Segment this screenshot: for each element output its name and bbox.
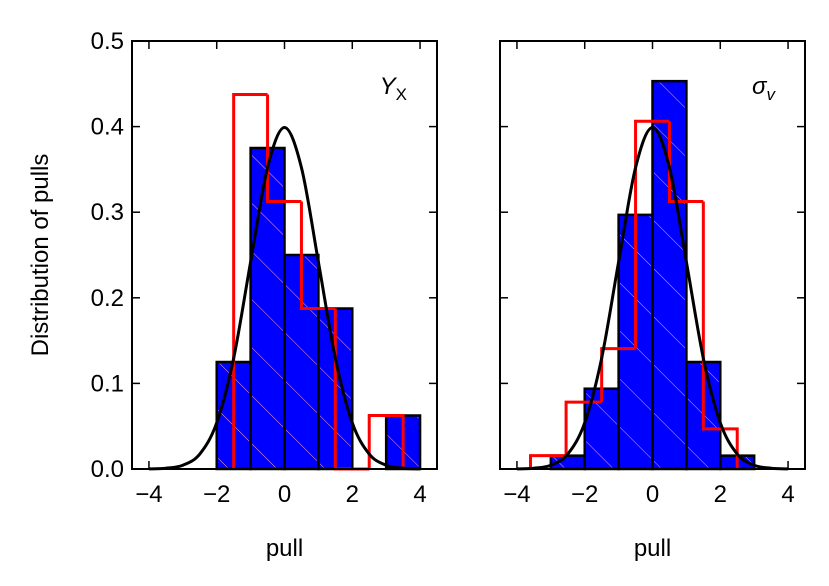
annotation: YX	[380, 73, 407, 104]
annotation-main: Y	[380, 73, 398, 100]
curve	[148, 126, 421, 471]
hist-step	[701, 201, 739, 469]
hist-step	[232, 93, 268, 469]
curve	[516, 126, 789, 471]
x-tick-label: 2	[346, 481, 359, 508]
y-tick-label: 0.1	[91, 370, 124, 397]
x-tick-label: 0	[278, 481, 291, 508]
x-axis-label: pull	[634, 535, 671, 562]
hist-step	[529, 454, 567, 469]
annotation: σv	[752, 73, 776, 104]
y-tick-label: 0.2	[91, 285, 124, 312]
hist-step	[600, 347, 636, 403]
x-tick-label: −2	[571, 481, 598, 508]
y-tick-label: 0.4	[91, 114, 124, 141]
hist-step	[667, 121, 704, 203]
x-tick-label: 0	[646, 481, 659, 508]
hist-step	[634, 119, 670, 349]
x-tick-label: −4	[135, 481, 162, 508]
hist-hatch	[552, 457, 584, 468]
y-tick-label: 0.0	[91, 456, 124, 483]
annotation-main: σ	[752, 73, 768, 100]
x-tick-label: 4	[781, 481, 794, 508]
x-tick-label: 2	[714, 481, 727, 508]
hist-step	[299, 201, 336, 310]
x-axis-label: pull	[266, 535, 303, 562]
annotation-sub: v	[767, 85, 777, 104]
y-tick-label: 0.5	[91, 28, 124, 55]
y-tick-label: 0.3	[91, 199, 124, 226]
hist-step	[266, 94, 302, 203]
x-tick-label: −4	[503, 481, 530, 508]
x-tick-label: −2	[203, 481, 230, 508]
y-axis-label: Distribution of pulls	[27, 154, 54, 357]
hist-step	[367, 414, 405, 469]
x-tick-label: 4	[413, 481, 426, 508]
annotation-sub: X	[396, 85, 407, 104]
